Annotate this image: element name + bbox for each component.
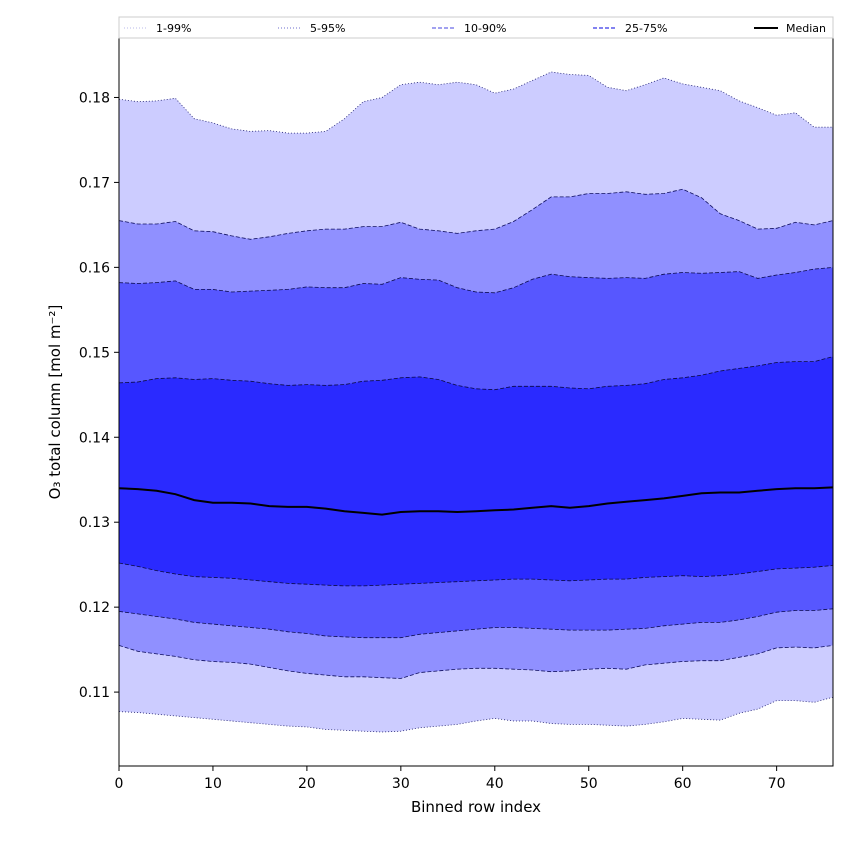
band-lower-edge-5-95%	[118, 645, 834, 679]
y-tick-label: 0.13	[79, 515, 110, 531]
x-tick-label: 20	[298, 776, 316, 792]
x-axis-label: Binned row index	[411, 798, 541, 816]
band-fill-25-75%	[119, 356, 833, 586]
y-tick-label: 0.14	[79, 430, 110, 446]
x-tick-label: 70	[768, 776, 786, 792]
y-tick-label: 0.12	[79, 600, 110, 616]
median-layer	[118, 486, 834, 516]
x-tick-label: 50	[580, 776, 598, 792]
y-axis-label: O₃ total column [mol m⁻²]	[46, 305, 64, 500]
band-upper-edge-1-99%	[118, 71, 833, 134]
band-upper-edge-5-95%	[118, 188, 834, 240]
legend-label: 25-75%	[625, 22, 667, 35]
legend: 1-99% 5-95% 10-90% 25-75% Median	[118, 16, 834, 39]
x-tick-label: 0	[115, 776, 124, 792]
legend-box	[118, 16, 834, 39]
band-lower-edge-25-75%	[118, 562, 834, 587]
y-axis-ticks: 0.11 0.12 0.13 0.14 0.15 0.16 0.17 0.18	[79, 90, 119, 701]
median-line	[118, 486, 834, 516]
band-layer	[118, 71, 834, 733]
legend-label: Median	[786, 22, 826, 35]
y-tick-label: 0.11	[79, 685, 110, 701]
x-tick-label: 30	[392, 776, 410, 792]
y-tick-label: 0.17	[79, 175, 110, 191]
band-upper-edge-10-90%	[118, 267, 834, 294]
legend-label: 10-90%	[464, 22, 506, 35]
y-tick-label: 0.16	[79, 260, 110, 276]
band-lower-edge-1-99%	[118, 696, 834, 733]
legend-label: 5-95%	[310, 22, 345, 35]
x-tick-label: 60	[674, 776, 692, 792]
x-axis-ticks: 0 10 20 30 40 50 60 70	[115, 766, 786, 792]
y-tick-label: 0.15	[79, 345, 110, 361]
band-lower-edge-10-90%	[118, 608, 834, 639]
x-tick-label: 40	[486, 776, 504, 792]
legend-label: 1-99%	[156, 22, 191, 35]
x-tick-label: 10	[204, 776, 222, 792]
y-tick-label: 0.18	[79, 90, 110, 106]
